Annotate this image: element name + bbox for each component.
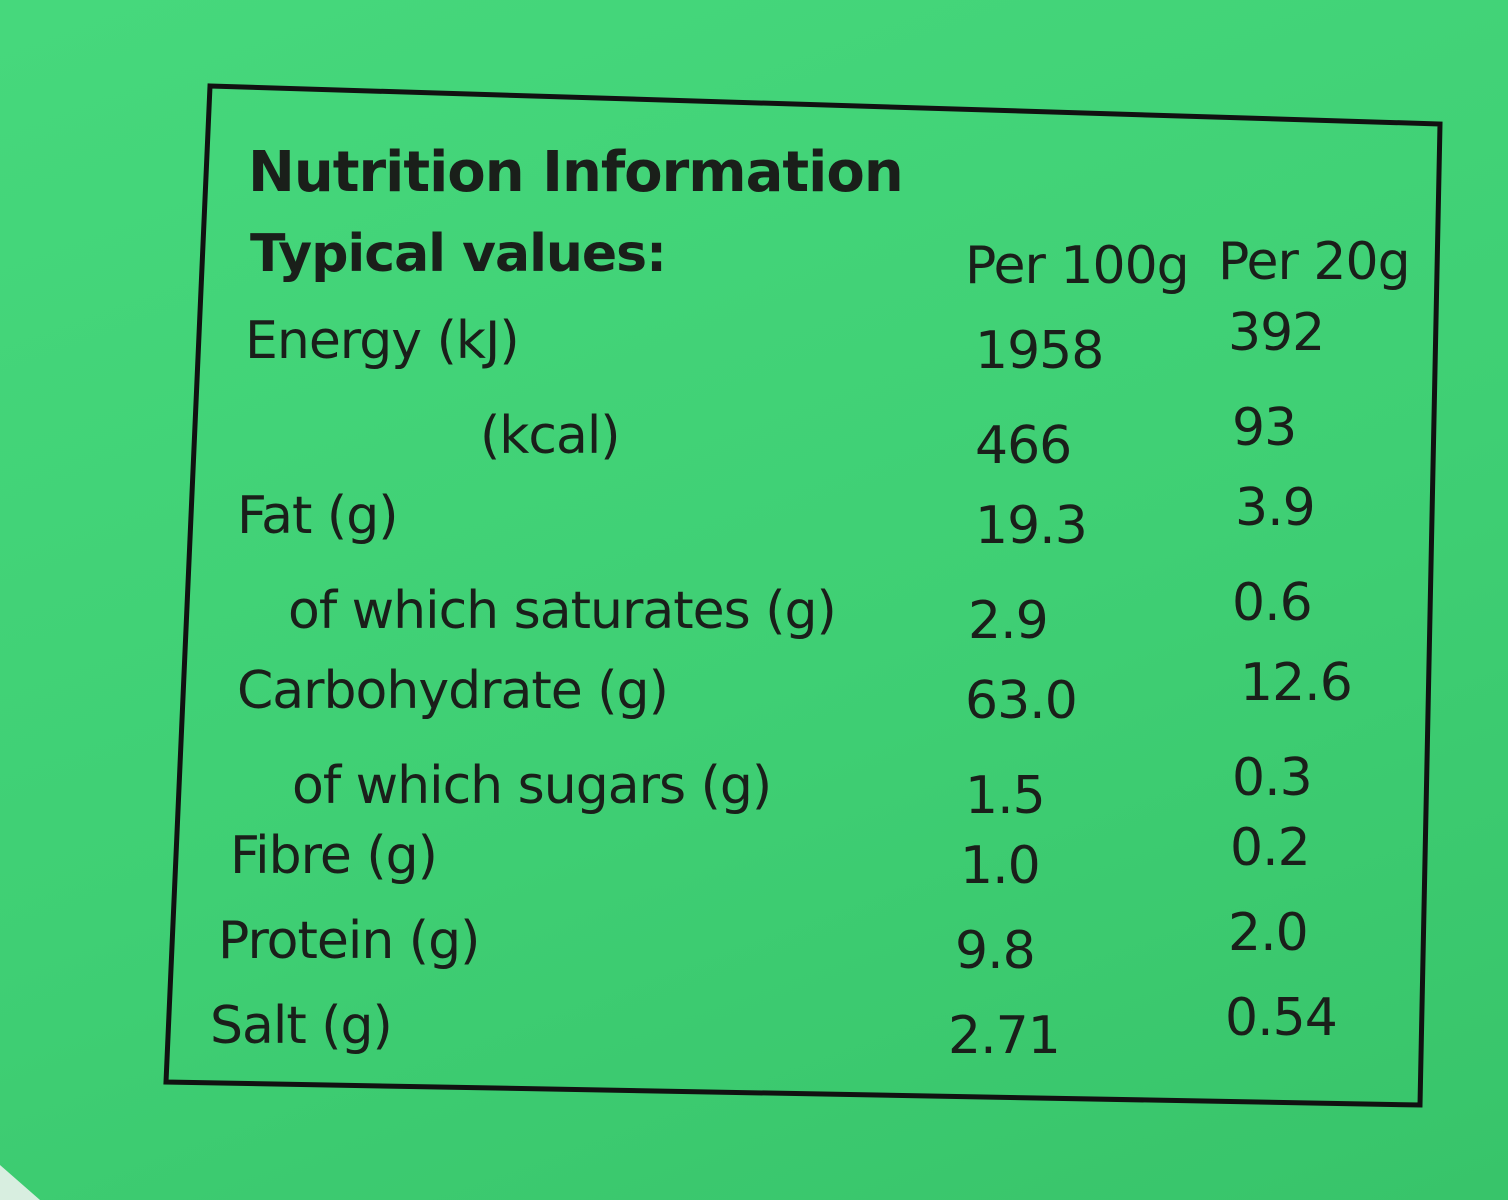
label-border [163,83,1443,1108]
per-20g: 392 [1228,303,1325,363]
per-100g: 466 [975,416,1072,476]
per-20g: 0.3 [1232,748,1313,808]
label-title: Nutrition Information [248,140,904,205]
header-col: Per 100g [965,236,1190,296]
per-20g: 93 [1232,398,1297,458]
per-20g: 0.54 [1225,988,1338,1048]
corner-glare [0,1165,40,1200]
row-label: Salt (g) [210,996,393,1056]
per-20g: 0.6 [1232,573,1313,633]
per-20g: 0.2 [1230,818,1311,878]
per-100g: 63.0 [965,671,1078,731]
row-label: Fat (g) [237,486,399,546]
header-col: Per 20g [1218,232,1411,292]
row-label: Fibre (g) [230,826,438,886]
row-label: (kcal) [480,406,621,466]
header-label: Typical values: [250,224,667,284]
per-20g: 2.0 [1228,903,1309,963]
per-20g: 3.9 [1235,478,1316,538]
per-100g: 19.3 [975,496,1088,556]
per-100g: 2.9 [968,591,1049,651]
per-100g: 9.8 [955,921,1036,981]
per-100g: 2.71 [948,1006,1061,1066]
per-100g: 1958 [975,321,1104,381]
per-100g: 1.5 [965,766,1046,826]
row-label: of which sugars (g) [292,756,772,816]
row-label: Carbohydrate (g) [237,661,669,721]
row-label: of which saturates (g) [288,581,837,641]
row-label: Protein (g) [218,911,480,971]
per-100g: 1.0 [960,836,1041,896]
row-label: Energy (kJ) [245,311,520,371]
per-20g: 12.6 [1240,653,1353,713]
